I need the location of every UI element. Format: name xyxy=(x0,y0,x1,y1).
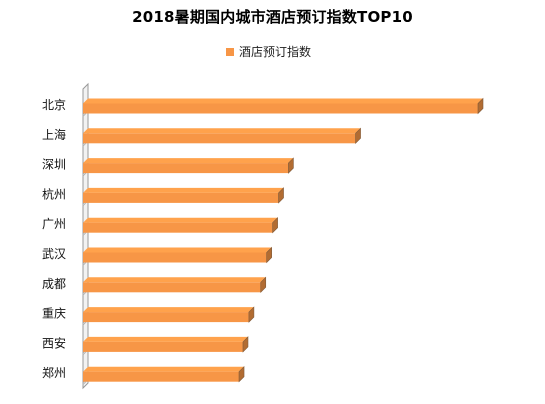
bar-top xyxy=(83,98,483,104)
category-label: 重庆 xyxy=(42,307,66,321)
category-label: 郑州 xyxy=(42,365,66,380)
bar-top xyxy=(83,247,272,253)
category-label: 北京 xyxy=(42,98,66,112)
bar xyxy=(83,252,267,263)
bar-end xyxy=(242,336,249,353)
category-label: 武汉 xyxy=(42,247,66,261)
bar xyxy=(83,341,243,352)
bar xyxy=(83,282,261,293)
bar-top xyxy=(83,217,278,223)
bar xyxy=(83,371,240,382)
category-label: 西安 xyxy=(42,335,66,350)
bar-top xyxy=(83,307,254,313)
bar-end xyxy=(278,187,284,204)
bar xyxy=(83,312,249,323)
bar-end xyxy=(248,306,255,323)
bar-end xyxy=(272,216,278,234)
chart-title: 2018暑期国内城市酒店预订指数TOP10 xyxy=(132,8,413,26)
bar-end xyxy=(260,276,267,294)
bar-end xyxy=(288,157,294,174)
bar-top xyxy=(83,158,294,164)
bar-end xyxy=(477,97,484,115)
category-label: 深圳 xyxy=(42,158,66,172)
bar xyxy=(83,133,356,144)
bar xyxy=(83,103,478,114)
bar-end xyxy=(355,127,361,145)
category-label: 成都 xyxy=(42,277,66,291)
bar-top xyxy=(83,187,284,193)
legend-swatch xyxy=(226,47,234,56)
category-label: 广州 xyxy=(42,217,66,231)
bar-end xyxy=(266,246,272,264)
category-label: 杭州 xyxy=(42,186,66,201)
bar-top xyxy=(83,336,248,342)
bar xyxy=(83,192,279,203)
bar xyxy=(83,163,289,174)
legend: 酒店预订指数 xyxy=(226,43,311,60)
legend-label: 酒店预订指数 xyxy=(239,45,312,59)
bar-top xyxy=(83,277,266,283)
bar-end xyxy=(238,365,245,383)
bar-top xyxy=(83,128,361,134)
bar-top xyxy=(83,366,245,372)
category-label: 上海 xyxy=(42,127,66,142)
bar xyxy=(83,222,273,233)
